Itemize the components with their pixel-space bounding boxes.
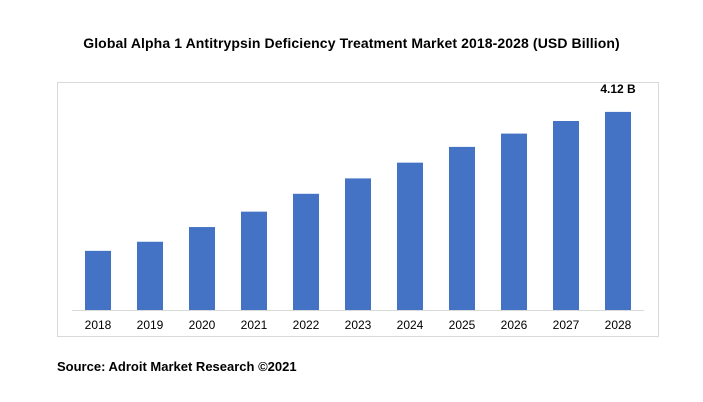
- bar-2025: [449, 146, 475, 310]
- x-tick-label-2028: 2028: [605, 318, 632, 332]
- bar-2026: [501, 133, 527, 310]
- bar-2024: [397, 162, 423, 310]
- plot-frame: [57, 82, 659, 337]
- x-tick-label-2021: 2021: [241, 318, 268, 332]
- bar-2018: [85, 250, 111, 310]
- x-tick-label-2022: 2022: [293, 318, 320, 332]
- bar-2023: [345, 178, 371, 310]
- x-tick-label-2023: 2023: [345, 318, 372, 332]
- x-tick-label-2026: 2026: [501, 318, 528, 332]
- x-tick-label-2018: 2018: [85, 318, 112, 332]
- source-note: Source: Adroit Market Research ©2021: [57, 359, 297, 374]
- x-tick-label-2027: 2027: [553, 318, 580, 332]
- x-tick-label-2019: 2019: [137, 318, 164, 332]
- bar-2020: [189, 227, 215, 310]
- bar-2019: [137, 241, 163, 310]
- x-tick-label-2020: 2020: [189, 318, 216, 332]
- bar-2028: [605, 111, 631, 311]
- chart-title: Global Alpha 1 Antitrypsin Deficiency Tr…: [83, 35, 620, 51]
- data-label-2028: 4.12 B: [600, 82, 636, 96]
- bar-2027: [553, 121, 579, 310]
- bar-2021: [241, 211, 267, 310]
- bar-2022: [293, 193, 319, 310]
- x-tick-label-2025: 2025: [449, 318, 476, 332]
- x-tick-label-2024: 2024: [397, 318, 424, 332]
